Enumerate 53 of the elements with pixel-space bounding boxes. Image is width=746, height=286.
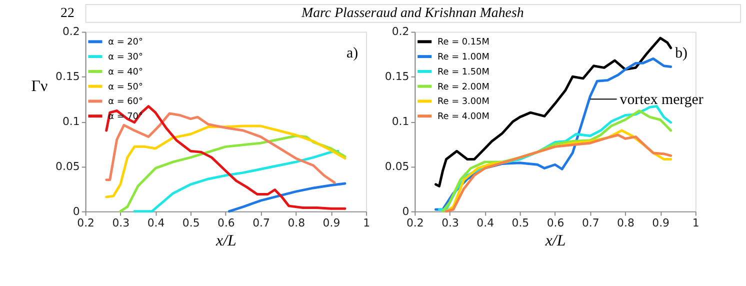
line-series xyxy=(105,112,336,184)
y-tick-label: 0.1 xyxy=(62,115,80,128)
x-tick-label: 0.8 xyxy=(617,216,634,230)
x-tick-label: 0.3 xyxy=(112,216,130,230)
x-tick-label: 1 xyxy=(692,216,700,230)
y-tick-label: 0.15 xyxy=(56,70,80,84)
y-axis-title: Γν xyxy=(31,78,48,96)
legend-label: α = 30° xyxy=(108,52,143,63)
line-series xyxy=(119,134,346,213)
x-tick-label: 1 xyxy=(363,216,370,230)
y-tick-label: 0 xyxy=(72,204,80,218)
legend-label: Re = 1.50M xyxy=(437,67,490,78)
x-tick-label: 0.2 xyxy=(406,216,424,230)
legend-label: Re = 3.00M xyxy=(437,97,490,108)
y-tick-label: 0.05 xyxy=(56,160,80,173)
x-tick-label: 0.7 xyxy=(582,216,600,230)
x-tick-label: 0.6 xyxy=(546,216,564,230)
line-series xyxy=(105,105,346,210)
legend-label: Re = 2.00M xyxy=(437,82,490,92)
text: Marc Plasseraud and Krishnan Mahesh xyxy=(300,6,524,21)
x-tick-label: 0.5 xyxy=(182,216,200,230)
annotation: a) xyxy=(346,46,358,62)
y-tick-label: 0.15 xyxy=(384,70,410,84)
x-tick-label: 0.9 xyxy=(652,216,670,230)
x-tick-label: 0.9 xyxy=(322,216,340,230)
y-tick-label: 0.2 xyxy=(392,25,410,38)
legend-label: α = 40° xyxy=(108,67,143,78)
x-tick-label: 0.5 xyxy=(512,216,530,230)
annotation: b) xyxy=(675,46,688,62)
y-tick-label: 0.05 xyxy=(384,160,410,173)
x-tick-label: 0.6 xyxy=(218,216,235,230)
y-tick-label: 0 xyxy=(402,204,410,218)
x-tick-label: 0.4 xyxy=(476,216,494,230)
x-axis-title: x/L xyxy=(215,232,236,250)
legend-label: Re = 1.00M xyxy=(437,52,490,63)
line-series xyxy=(228,182,346,213)
legend-label: α = 50° xyxy=(108,82,143,92)
x-tick-label: 0.8 xyxy=(288,216,306,230)
x-tick-label: 0.3 xyxy=(442,216,459,230)
x-tick-label: 0.2 xyxy=(77,216,94,230)
line-series xyxy=(105,124,346,198)
legend-label: Re = 4.00M xyxy=(437,112,490,122)
x-tick-label: 0.4 xyxy=(147,216,165,230)
text: 22 xyxy=(60,6,74,21)
legend-label: α = 20° xyxy=(108,38,143,48)
legend-label: Re = 0.15M xyxy=(437,38,490,48)
legend-label: α = 60° xyxy=(108,97,143,108)
y-tick-label: 0.1 xyxy=(392,115,410,128)
annotation: vortex merger xyxy=(620,92,704,108)
line-series xyxy=(133,150,340,213)
x-axis-title: x/L xyxy=(544,232,566,250)
x-tick-label: 0.7 xyxy=(252,216,270,230)
y-tick-label: 0.2 xyxy=(62,25,80,38)
